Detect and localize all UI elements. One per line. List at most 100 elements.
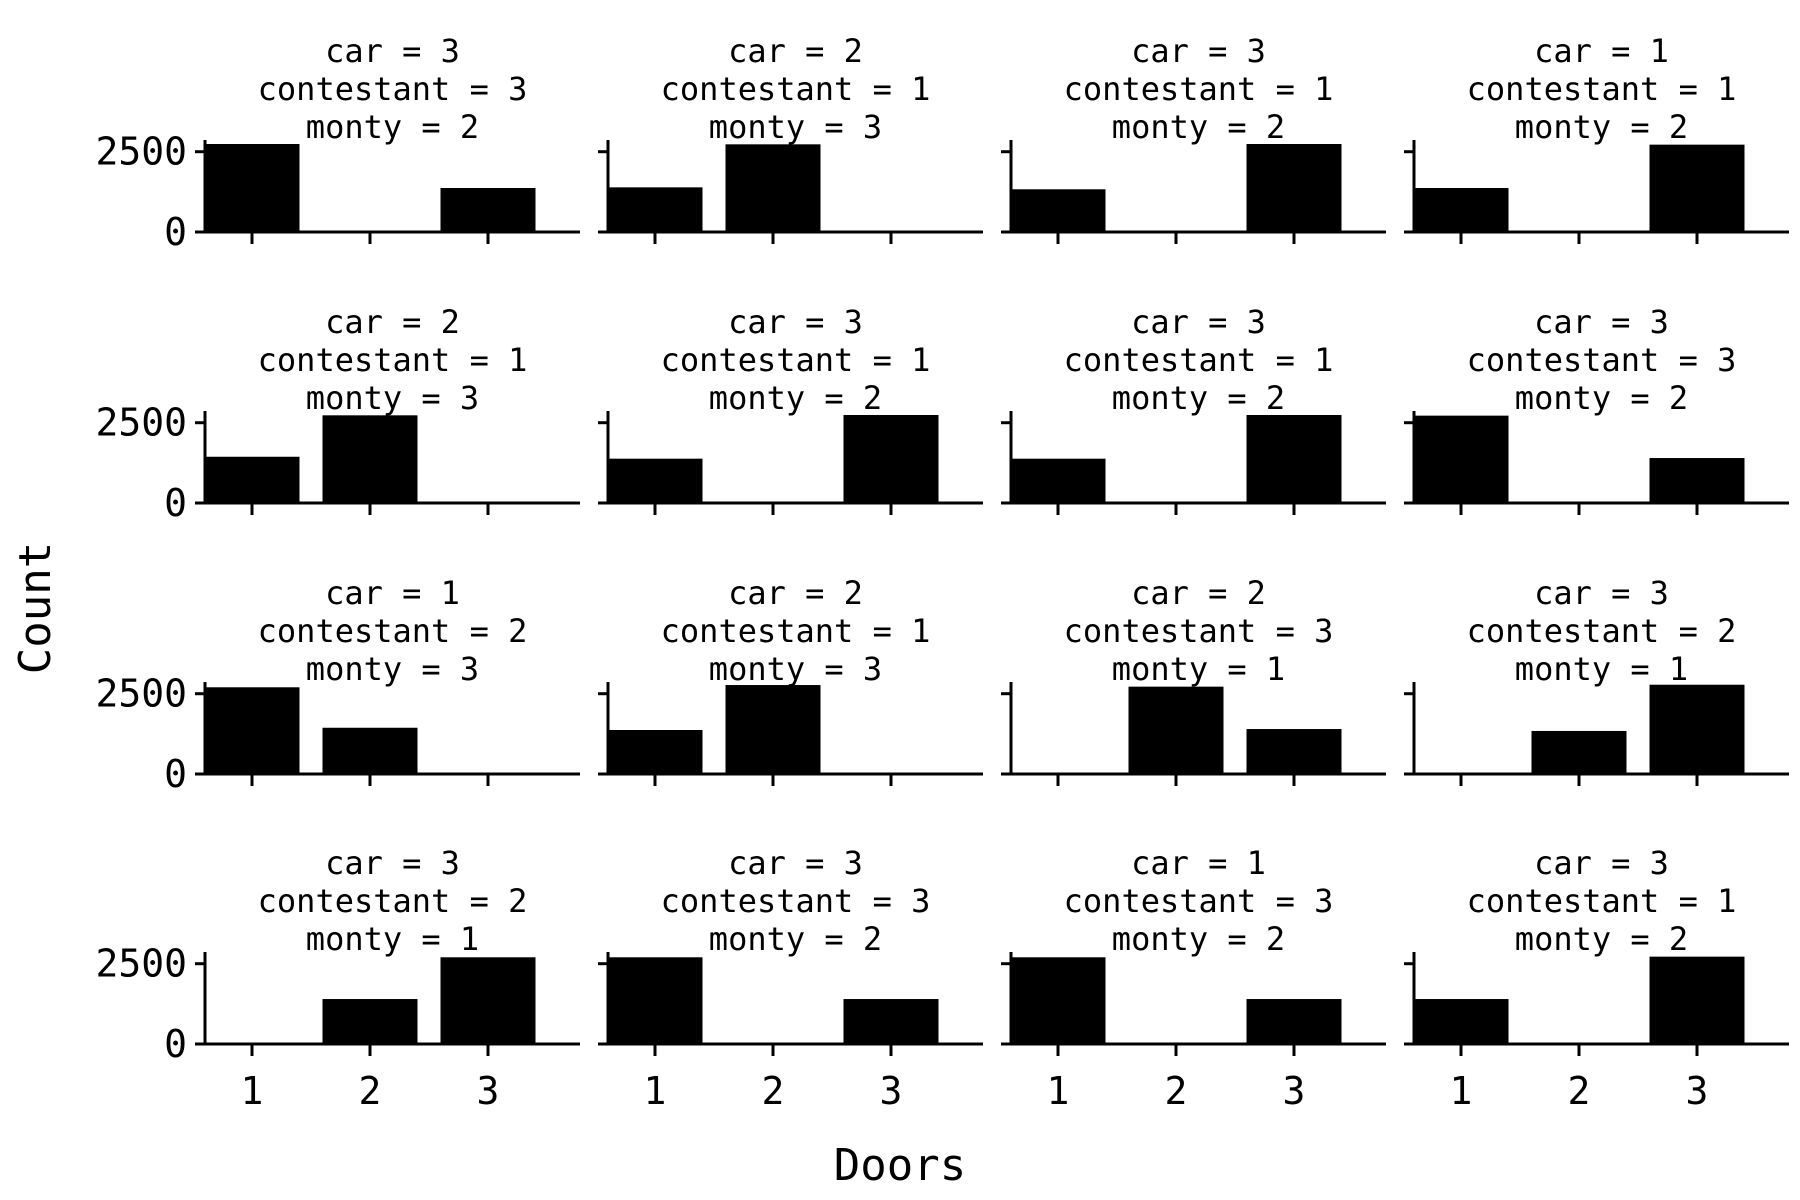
bar — [204, 144, 300, 232]
bar — [725, 144, 821, 232]
panel-title-line: monty = 1 — [1112, 650, 1285, 688]
x-tick-label: 3 — [477, 1069, 500, 1113]
panel-title-line: monty = 2 — [709, 920, 882, 958]
panel-title-line: car = 3 — [1131, 303, 1266, 341]
y-tick-label: 0 — [164, 752, 187, 796]
y-tick-label: 2500 — [95, 130, 187, 174]
panel-title-line: contestant = 1 — [661, 612, 931, 650]
bar — [843, 999, 939, 1044]
panel-title-line: contestant = 1 — [661, 70, 931, 108]
panel-title-line: contestant = 2 — [1467, 612, 1737, 650]
x-tick-label: 2 — [762, 1069, 785, 1113]
x-tick-label: 2 — [359, 1069, 382, 1113]
panel-title-line: car = 3 — [1131, 32, 1266, 70]
bar — [725, 685, 821, 774]
bar — [440, 188, 536, 232]
panel-title-line: car = 3 — [728, 844, 863, 882]
bar — [440, 957, 536, 1044]
panel-title-line: car = 1 — [1131, 844, 1266, 882]
panel-title-line: monty = 3 — [306, 379, 479, 417]
y-axis-label: Count — [10, 542, 61, 674]
panel-title-line: car = 2 — [325, 303, 460, 341]
bar — [1010, 458, 1106, 503]
x-tick-label: 3 — [1283, 1069, 1306, 1113]
y-tick-label: 2500 — [95, 942, 187, 986]
panel-title-line: contestant = 3 — [1064, 612, 1334, 650]
panel-title-line: contestant = 1 — [1467, 70, 1737, 108]
bar — [1010, 189, 1106, 232]
panel-title-line: contestant = 3 — [1064, 882, 1334, 920]
panel-title-line: car = 2 — [728, 574, 863, 612]
panel-title-line: contestant = 1 — [1064, 341, 1334, 379]
bar — [1246, 999, 1342, 1044]
x-tick-label: 1 — [1047, 1069, 1070, 1113]
panel-title-line: car = 3 — [1534, 574, 1669, 612]
panel-title-line: car = 3 — [1534, 303, 1669, 341]
panel-title-line: monty = 2 — [709, 379, 882, 417]
panel-title-line: car = 2 — [1131, 574, 1266, 612]
bar — [1649, 458, 1745, 503]
bar — [1128, 686, 1224, 774]
panel-title-line: monty = 2 — [1112, 108, 1285, 146]
panel-title-line: monty = 1 — [1515, 650, 1688, 688]
panel-title-line: contestant = 3 — [1467, 341, 1737, 379]
panel-title-line: car = 3 — [325, 32, 460, 70]
panel-title-line: monty = 2 — [1515, 379, 1688, 417]
panel-title-line: contestant = 3 — [661, 882, 931, 920]
bar — [1413, 999, 1509, 1044]
panel-title-line: contestant = 2 — [258, 882, 528, 920]
panel-title-line: car = 1 — [1534, 32, 1669, 70]
bar — [1246, 729, 1342, 774]
bar — [607, 187, 703, 232]
bar — [1010, 957, 1106, 1044]
panel-title-line: monty = 3 — [709, 650, 882, 688]
bar — [1246, 144, 1342, 232]
panel-title-line: car = 3 — [325, 844, 460, 882]
panel-title-line: contestant = 1 — [1064, 70, 1334, 108]
x-tick-label: 3 — [880, 1069, 903, 1113]
bar — [322, 999, 418, 1044]
y-tick-label: 0 — [164, 1022, 187, 1066]
panel-title-line: monty = 3 — [709, 108, 882, 146]
panel-title-line: car = 3 — [728, 303, 863, 341]
panel-title-line: contestant = 1 — [1467, 882, 1737, 920]
bar — [322, 415, 418, 503]
y-tick-label: 0 — [164, 210, 187, 254]
x-tick-label: 2 — [1568, 1069, 1591, 1113]
panel-title-line: monty = 2 — [1515, 920, 1688, 958]
panel-title-line: contestant = 3 — [258, 70, 528, 108]
bar — [1531, 730, 1627, 774]
panel-title-line: monty = 1 — [306, 920, 479, 958]
bar — [607, 458, 703, 503]
bar — [1246, 415, 1342, 503]
y-tick-label: 2500 — [95, 672, 187, 716]
panel-title-line: contestant = 1 — [661, 341, 931, 379]
bar — [1413, 188, 1509, 232]
bar — [1649, 684, 1745, 774]
panel-title-line: monty = 2 — [1515, 108, 1688, 146]
x-tick-label: 3 — [1686, 1069, 1709, 1113]
bar — [1413, 415, 1509, 503]
bar — [607, 957, 703, 1044]
x-tick-label: 2 — [1165, 1069, 1188, 1113]
x-tick-label: 1 — [1450, 1069, 1473, 1113]
panel-title-line: car = 3 — [1534, 844, 1669, 882]
y-tick-label: 2500 — [95, 401, 187, 445]
bar — [1649, 956, 1745, 1044]
y-tick-label: 0 — [164, 481, 187, 525]
